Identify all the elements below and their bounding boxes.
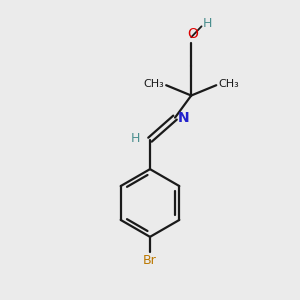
Text: N: N bbox=[177, 111, 189, 124]
Text: O: O bbox=[187, 27, 198, 41]
Text: H: H bbox=[203, 17, 212, 31]
Text: Br: Br bbox=[143, 254, 157, 267]
Text: CH₃: CH₃ bbox=[219, 79, 239, 89]
Text: CH₃: CH₃ bbox=[143, 79, 164, 89]
Text: H: H bbox=[130, 132, 140, 145]
